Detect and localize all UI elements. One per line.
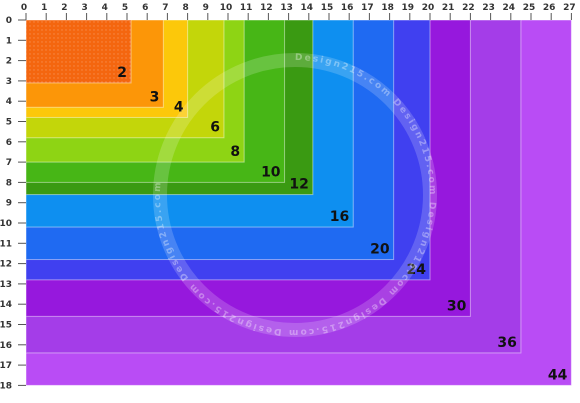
x-tick-label: 0	[21, 3, 27, 13]
x-tick-label: 4	[102, 3, 108, 13]
x-tick-label: 10	[220, 3, 233, 13]
x-tick-label: 24	[503, 3, 516, 13]
ruler-y-bg	[0, 20, 26, 403]
y-tick-label: 2	[6, 57, 12, 67]
size-label-4: 4	[174, 99, 184, 115]
size-label-6: 6	[210, 120, 220, 136]
x-tick-label: 1	[41, 3, 47, 13]
x-tick-label: 5	[122, 3, 128, 13]
size-labels: 44 36 30 24 20 16 12 10 86 43 2	[117, 65, 567, 383]
x-tick-label: 6	[142, 3, 148, 13]
size-boxes	[25, 19, 572, 386]
y-tick-label: 11	[0, 239, 12, 249]
x-tick-label: 20	[422, 3, 435, 13]
x-tick-label: 12	[260, 3, 273, 13]
y-tick-label: 10	[0, 219, 12, 229]
size-label-3: 3	[150, 89, 160, 105]
ruler-x-bg	[0, 0, 580, 20]
x-tick-label: 18	[381, 3, 394, 13]
size-label-44: 44	[548, 367, 568, 383]
x-tick-label: 14	[301, 3, 314, 13]
y-tick-label: 13	[0, 280, 12, 290]
y-tick-label: 12	[0, 260, 12, 270]
y-tick-label: 1	[6, 36, 12, 46]
y-tick-label: 15	[0, 321, 12, 331]
watermark-ring	[153, 53, 437, 337]
horizontal-ruler: 0 1 2 3 4 5 6 7 8 9 10 11 12 13 14 15 16 17 18 19 20 21 22 23 24…	[0, 0, 580, 20]
size-box-texture	[26, 20, 132, 83]
x-tick-label: 8	[182, 3, 188, 13]
size-label-30: 30	[447, 298, 467, 314]
size-label-2: 2	[117, 65, 127, 81]
x-tick-label: 15	[321, 3, 334, 13]
y-tick-label: 16	[0, 341, 12, 351]
x-tick-label: 27	[563, 3, 576, 13]
size-label-36: 36	[497, 335, 516, 351]
x-tick-label: 17	[361, 3, 374, 13]
x-tick-label: 7	[162, 3, 168, 13]
x-tick-label: 19	[402, 3, 415, 13]
y-tick-label: 8	[6, 178, 12, 188]
x-tick-label: 11	[240, 3, 253, 13]
y-tick-label: 7	[6, 158, 12, 168]
x-tick-label: 25	[523, 3, 536, 13]
x-tick-label: 13	[280, 3, 293, 13]
x-tick-label: 22	[462, 3, 475, 13]
x-tick-label: 16	[341, 3, 354, 13]
y-tick-label: 18	[0, 381, 12, 391]
x-tick-label: 9	[203, 3, 209, 13]
y-tick-label: 4	[6, 97, 12, 107]
size-label-8: 8	[230, 144, 240, 160]
size-label-10: 10	[261, 164, 281, 180]
y-tick-label: 17	[0, 361, 12, 371]
x-tick-label: 21	[442, 3, 455, 13]
y-tick-label: 3	[6, 77, 12, 87]
x-tick-label: 2	[61, 3, 67, 13]
size-label-24: 24	[407, 262, 427, 278]
y-tick-label: 5	[6, 118, 12, 128]
y-tick-label: 14	[0, 300, 12, 310]
size-label-20: 20	[370, 242, 390, 258]
y-tick-label: 0	[6, 16, 12, 26]
x-tick-label: 3	[81, 3, 87, 13]
x-tick-label: 26	[543, 3, 556, 13]
size-label-12: 12	[289, 177, 308, 193]
x-tick-label: 23	[482, 3, 495, 13]
y-tick-label: 9	[6, 199, 12, 209]
y-tick-label: 6	[6, 138, 12, 148]
size-label-16: 16	[330, 209, 349, 225]
